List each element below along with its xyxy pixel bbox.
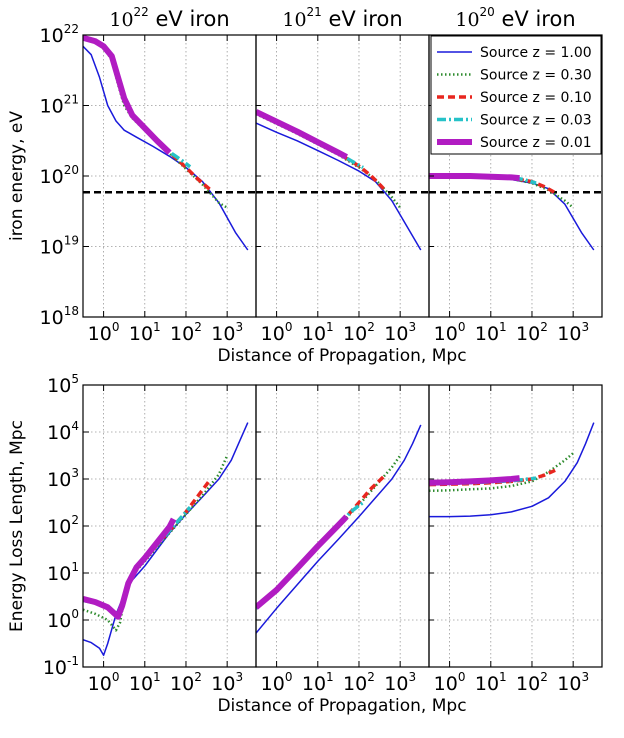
x-axis-label: Distance of Propagation, Mpc <box>217 346 466 366</box>
legend-label: Source z = 1.00 <box>480 45 592 61</box>
x-tick-label: 103 <box>384 670 416 695</box>
y-tick-label: 102 <box>47 513 79 538</box>
series-line-z-0.01 <box>429 173 520 182</box>
y-tick-label: 1019 <box>40 234 79 259</box>
grid <box>83 34 256 318</box>
y-tick-label: 103 <box>47 466 79 491</box>
x-tick-label: 101 <box>475 670 507 695</box>
grid <box>256 34 429 318</box>
x-tick-label: 103 <box>557 320 589 345</box>
series-line-z-1.00 <box>429 422 595 518</box>
y-axis-label: iron energy, eV <box>7 111 27 241</box>
x-tick-label: 103 <box>211 320 243 345</box>
x-tick-label: 100 <box>88 670 120 695</box>
x-tick-label: 100 <box>261 670 293 695</box>
panel-energy-col1: 100 101 102 103 1018 1019 1020 1021 1022 <box>40 22 257 345</box>
legend-label: Source z = 0.30 <box>480 68 592 84</box>
y-tick-label: 1020 <box>40 163 79 188</box>
y-tick-label: 100 <box>47 607 79 632</box>
x-tick-label: 101 <box>302 670 334 695</box>
series-line-z-1.00 <box>256 424 422 634</box>
panel-loss-length-col1: 100 101 102 103 10-1 100 101 102 103 104 105 <box>43 372 257 695</box>
panel-title: 1021 eV iron <box>282 5 402 31</box>
y-tick-label: 105 <box>47 372 79 397</box>
series-line-z-0.01 <box>83 517 177 620</box>
legend-label: Source z = 0.03 <box>480 113 592 129</box>
panel-loss-length-col3: 100 101 102 103 <box>428 384 603 695</box>
panel-loss-length-col2: 100 101 102 103 <box>255 384 430 695</box>
x-tick-label: 100 <box>434 320 466 345</box>
x-tick-label: 100 <box>434 670 466 695</box>
x-tick-label: 102 <box>170 670 202 695</box>
series-line-z-0.30 <box>83 37 228 209</box>
panel-frame <box>255 384 430 668</box>
series-line-z-1.00 <box>83 422 249 657</box>
y-axis-label: Energy Loss Length, Mpc <box>7 420 27 632</box>
series-line-z-1.00 <box>256 122 422 251</box>
x-tick-label: 102 <box>343 320 375 345</box>
x-tick-label: 102 <box>170 320 202 345</box>
y-tick-label: 104 <box>47 419 79 444</box>
series-line-z-0.01 <box>83 35 172 155</box>
series-line-z-0.01 <box>256 109 348 160</box>
series-line-z-0.01 <box>429 475 520 486</box>
legend-box <box>430 35 602 155</box>
x-axis-label: Distance of Propagation, Mpc <box>217 696 466 716</box>
panel-frame <box>428 384 603 668</box>
series-line-z-1.00 <box>429 175 595 251</box>
x-tick-label: 102 <box>343 670 375 695</box>
legend: Source z = 1.00 Source z = 0.30 Source z =… <box>430 35 602 155</box>
grid <box>429 384 602 668</box>
x-tick-label: 101 <box>302 320 334 345</box>
x-tick-label: 102 <box>516 670 548 695</box>
x-tick-label: 103 <box>384 320 416 345</box>
series-line-z-0.10 <box>83 36 212 192</box>
series-line-z-0.01 <box>256 514 349 610</box>
series-line-z-0.10 <box>83 477 213 620</box>
panel-frame <box>82 34 257 318</box>
panel-title: 1022 eV iron <box>109 5 229 31</box>
panel-energy-col3: 100 101 102 103 <box>428 34 603 345</box>
y-tick-label: 10-1 <box>43 654 79 679</box>
x-tick-label: 103 <box>557 670 589 695</box>
x-tick-label: 100 <box>261 320 293 345</box>
y-tick-label: 1021 <box>40 93 79 118</box>
panel-energy-col2: 100 101 102 103 <box>255 34 430 345</box>
x-tick-label: 101 <box>129 670 161 695</box>
legend-label: Source z = 0.10 <box>480 90 592 106</box>
legend-label: Source z = 0.01 <box>480 135 592 151</box>
grid <box>256 384 429 668</box>
panel-frame <box>255 34 430 318</box>
y-tick-label: 1018 <box>40 304 79 329</box>
x-tick-label: 101 <box>129 320 161 345</box>
series-line-z-0.03 <box>83 36 192 169</box>
x-tick-label: 101 <box>475 320 507 345</box>
x-tick-label: 100 <box>88 320 120 345</box>
series-line-z-0.30 <box>429 452 575 493</box>
y-tick-label: 101 <box>47 560 79 585</box>
x-tick-label: 102 <box>516 320 548 345</box>
panel-title: 1020 eV iron <box>455 5 575 31</box>
y-tick-label: 1022 <box>40 22 79 47</box>
series-line-z-0.30 <box>256 112 402 209</box>
x-tick-label: 103 <box>211 670 243 695</box>
